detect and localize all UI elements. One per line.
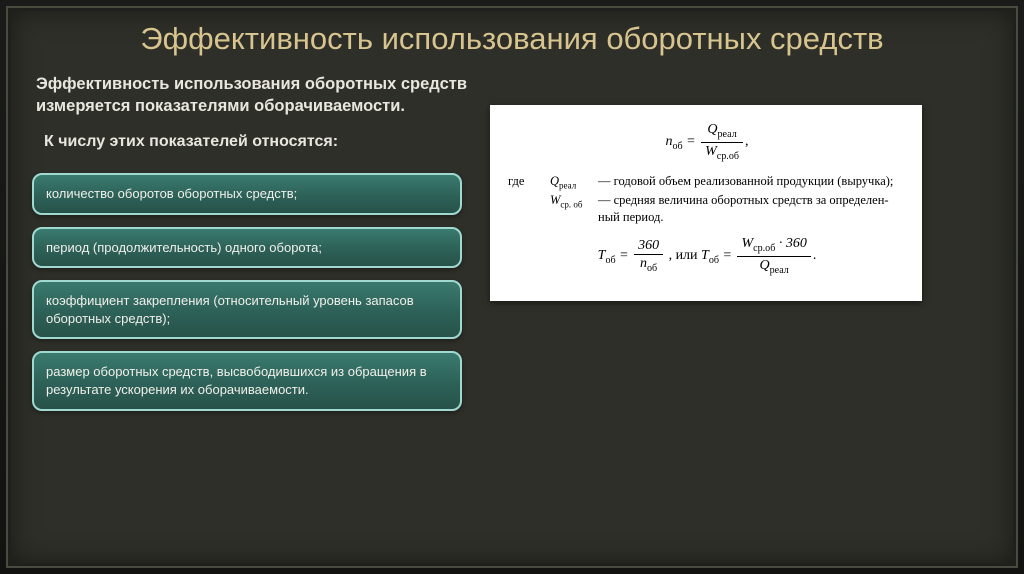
intro-paragraph: Эффективность использования оборотных ср…: [36, 73, 496, 118]
sym-q: Q: [550, 174, 559, 188]
where-desc-1: — годовой объем реализованной продукции …: [598, 173, 906, 192]
mult-360: · 360: [775, 236, 807, 251]
where-word: где: [508, 173, 550, 192]
var-n: n: [666, 134, 673, 149]
formula-panel: nоб = Qреал Wср.об , где Qреал — годовой…: [490, 105, 922, 301]
list-item: размер оборотных средств, высвободившихс…: [32, 351, 462, 410]
var-t2: T: [701, 249, 709, 264]
where-sym-2: Wср. об: [550, 192, 598, 226]
var-q: Q: [707, 122, 717, 137]
indicator-list: количество оборотов оборотных средств; п…: [32, 173, 462, 410]
where-desc-2: — средняя величина оборотных средств за …: [598, 192, 906, 226]
sym-w-sub: ср. об: [560, 199, 582, 209]
sub-real: реал: [718, 129, 737, 140]
sub-ob3: об: [647, 263, 657, 274]
where-spacer: [508, 192, 550, 226]
sub-ob2: об: [605, 255, 615, 266]
sub-ob4: об: [709, 255, 719, 266]
sub-srob2: ср.об: [753, 243, 775, 254]
where-row-2: Wср. об — средняя величина оборотных сре…: [508, 192, 906, 226]
fraction-2: 360 nоб: [634, 237, 663, 276]
slide-title: Эффективность использования оборотных ср…: [30, 20, 994, 59]
content-row: количество оборотов оборотных средств; п…: [30, 173, 994, 410]
equals: =: [686, 134, 699, 149]
sym-q-sub: реал: [559, 181, 576, 191]
list-item: коэффициент закрепления (относительный у…: [32, 280, 462, 339]
outer-frame: Эффективность использования оборотных ср…: [0, 0, 1024, 574]
sub-srob: ср.об: [717, 150, 739, 161]
fraction: Qреал Wср.об: [701, 121, 743, 163]
fraction-3: Wср.об · 360 Qреал: [737, 235, 810, 277]
sub-real2: реал: [770, 265, 789, 276]
list-item: количество оборотов оборотных средств;: [32, 173, 462, 215]
period: .: [813, 249, 817, 264]
var-q2: Q: [759, 258, 769, 273]
comma: ,: [745, 134, 749, 149]
sym-w: W: [550, 193, 560, 207]
where-sym-1: Qреал: [550, 173, 598, 192]
list-item: период (продолжительность) одного оборот…: [32, 227, 462, 269]
sub-ob: об: [673, 141, 683, 152]
slide-frame: Эффективность использования оборотных ср…: [6, 6, 1018, 568]
var-n2: n: [640, 256, 647, 271]
equals2: =: [619, 249, 632, 264]
formula-n-ob: nоб = Qреал Wср.об ,: [508, 121, 906, 163]
var-w2: W: [741, 236, 753, 251]
equals3: =: [723, 249, 736, 264]
where-row-1: где Qреал — годовой объем реализованной …: [508, 173, 906, 192]
var-w: W: [705, 144, 717, 159]
num-360: 360: [634, 237, 663, 256]
or-word: , или: [669, 249, 701, 264]
formula-t-ob: Tоб = 360 nоб , или Tоб = Wср.об · 360 Q…: [508, 235, 906, 277]
where-block: где Qреал — годовой объем реализованной …: [508, 173, 906, 225]
